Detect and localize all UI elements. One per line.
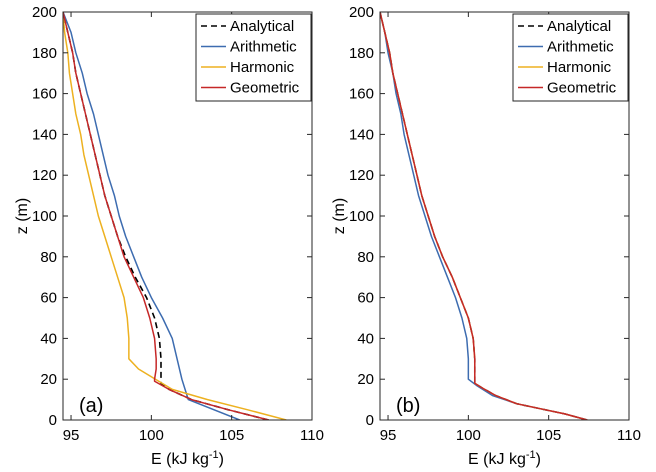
x-axis-label-main: E (kJ kg bbox=[151, 451, 209, 468]
y-tick-label: 200 bbox=[349, 4, 374, 21]
y-tick-label: 120 bbox=[32, 167, 57, 184]
legend: Analytical Arithmetic Harmonic Geometric bbox=[512, 13, 629, 102]
y-axis-label: z (m) bbox=[14, 198, 31, 234]
y-tick-label: 80 bbox=[357, 249, 374, 266]
legend-label-harmonic: Harmonic bbox=[547, 59, 612, 76]
y-tick-label: 140 bbox=[32, 126, 57, 143]
y-axis-label: z (m) bbox=[331, 198, 348, 234]
series-line-arithmetic bbox=[63, 12, 240, 420]
x-axis-label-sup: -1 bbox=[526, 449, 536, 461]
legend-label-geometric: Geometric bbox=[230, 80, 300, 97]
y-tick-label: 60 bbox=[357, 290, 374, 307]
panel-label: (a) bbox=[79, 395, 103, 417]
y-tick-label: 0 bbox=[49, 412, 57, 429]
x-tick-label: 95 bbox=[380, 427, 397, 444]
y-tick-label: 160 bbox=[32, 86, 57, 103]
legend-box bbox=[195, 13, 312, 102]
legend-label-harmonic: Harmonic bbox=[230, 59, 295, 76]
x-axis-label-sup: -1 bbox=[209, 449, 219, 461]
chart-panel-b: 95 100 105 110 0 20 40 60 80 100 120 140 160 180 200 E … bbox=[331, 4, 641, 468]
y-tick-label: 100 bbox=[32, 208, 57, 225]
x-axis-label-close: ) bbox=[536, 451, 541, 468]
y-tick-label: 140 bbox=[349, 126, 374, 143]
y-tick-label: 80 bbox=[40, 249, 57, 266]
series-lines bbox=[380, 12, 588, 420]
legend-box bbox=[512, 13, 629, 102]
y-tick-label: 180 bbox=[32, 45, 57, 62]
y-tick-label: 40 bbox=[40, 330, 57, 347]
y-tick-label: 20 bbox=[40, 371, 57, 388]
series-line-arithmetic bbox=[380, 12, 588, 420]
y-tick-label: 160 bbox=[349, 86, 374, 103]
legend: Analytical Arithmetic Harmonic Geometric bbox=[195, 13, 312, 102]
legend-label-arithmetic: Arithmetic bbox=[230, 39, 297, 56]
y-tick-label: 40 bbox=[357, 330, 374, 347]
x-axis-label-close: ) bbox=[219, 451, 224, 468]
y-tick-label: 200 bbox=[32, 4, 57, 21]
y-tick-label: 60 bbox=[40, 290, 57, 307]
series-lines bbox=[63, 12, 287, 420]
x-tick-label: 105 bbox=[536, 427, 561, 444]
y-tick-label: 120 bbox=[349, 167, 374, 184]
x-tick-label: 100 bbox=[456, 427, 481, 444]
series-line-geometric bbox=[380, 12, 588, 420]
panel-label: (b) bbox=[396, 395, 420, 417]
x-tick-label: 110 bbox=[300, 427, 324, 444]
x-tick-label: 105 bbox=[219, 427, 244, 444]
x-axis-label: E (kJ kg-1) bbox=[468, 449, 541, 468]
x-axis-label-main: E (kJ kg bbox=[468, 451, 526, 468]
x-tick-label: 95 bbox=[63, 427, 80, 444]
series-line-geometric bbox=[63, 12, 269, 420]
x-axis-label: E (kJ kg-1) bbox=[151, 449, 224, 468]
y-tick-label: 0 bbox=[366, 412, 374, 429]
x-tick-label: 100 bbox=[139, 427, 164, 444]
chart-panel-a: 95 100 105 110 0 20 40 60 80 100 120 140 160 180 200 E … bbox=[14, 4, 324, 468]
legend-label-arithmetic: Arithmetic bbox=[547, 39, 614, 56]
series-line-harmonic bbox=[63, 12, 287, 420]
y-tick-label: 20 bbox=[357, 371, 374, 388]
legend-label-analytical: Analytical bbox=[230, 18, 294, 35]
y-tick-label: 100 bbox=[349, 208, 374, 225]
legend-label-analytical: Analytical bbox=[547, 18, 611, 35]
x-tick-label: 110 bbox=[617, 427, 641, 444]
legend-label-geometric: Geometric bbox=[547, 80, 617, 97]
y-tick-label: 180 bbox=[349, 45, 374, 62]
